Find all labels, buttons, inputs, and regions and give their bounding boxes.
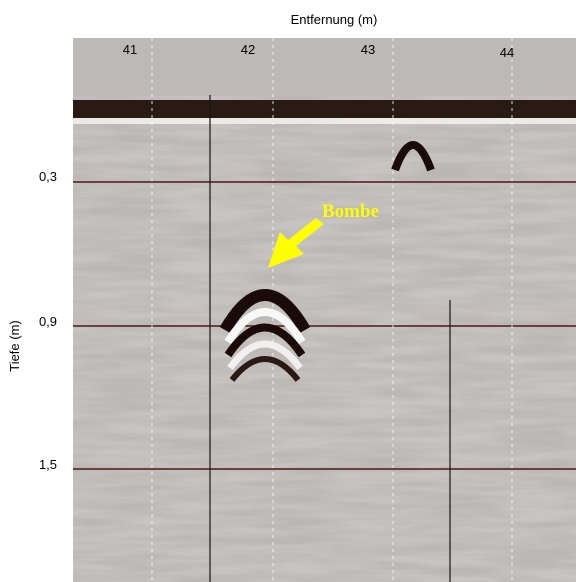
surface-reflection-light [73, 118, 576, 124]
x-tick-label: 42 [241, 42, 255, 57]
header-strip [73, 38, 576, 96]
radargram-grain [73, 38, 576, 582]
x-axis-title: Entfernung (m) [291, 12, 378, 27]
y-axis-title: Tiefe (m) [7, 320, 22, 372]
y-tick-label: 1,5 [39, 457, 57, 472]
surface-reflection [73, 100, 576, 118]
annotation: Bombe [322, 201, 379, 222]
hyperbola [219, 289, 311, 382]
hyperbola-small [391, 141, 435, 172]
x-tick-label: 43 [361, 42, 375, 57]
y-tick-label: 0,9 [39, 314, 57, 329]
annotation-arrow [268, 218, 324, 268]
y-tick-label: 0,3 [39, 169, 57, 184]
x-tick-label: 44 [500, 45, 514, 60]
x-tick-label: 41 [123, 42, 137, 57]
